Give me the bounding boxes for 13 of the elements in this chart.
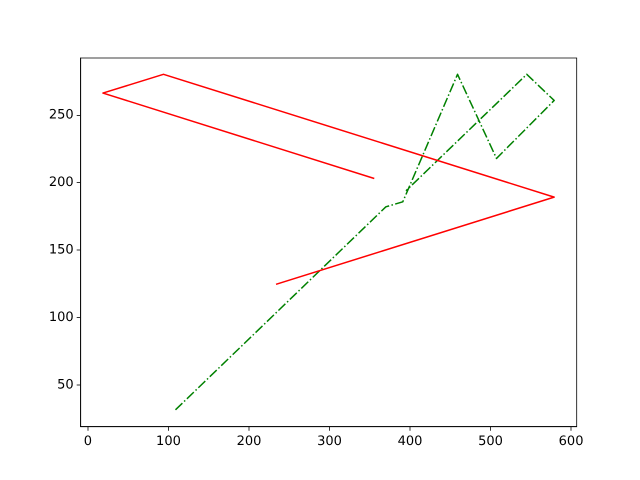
- y-tick-label: 200: [48, 175, 74, 190]
- y-tick-label: 250: [48, 108, 74, 123]
- x-tick-label: 0: [84, 434, 92, 449]
- x-tick-label: 300: [317, 434, 342, 449]
- y-tick-label: 100: [48, 310, 74, 325]
- y-tick-label: 50: [57, 377, 74, 392]
- x-tick-label: 500: [478, 434, 503, 449]
- y-tick-label: 150: [48, 242, 74, 258]
- line-series: [174, 74, 555, 411]
- x-tick-label: 600: [558, 434, 584, 449]
- x-tick-label: 400: [398, 434, 422, 449]
- x-tick-label: 200: [236, 434, 262, 449]
- x-tick-label: 100: [156, 434, 181, 449]
